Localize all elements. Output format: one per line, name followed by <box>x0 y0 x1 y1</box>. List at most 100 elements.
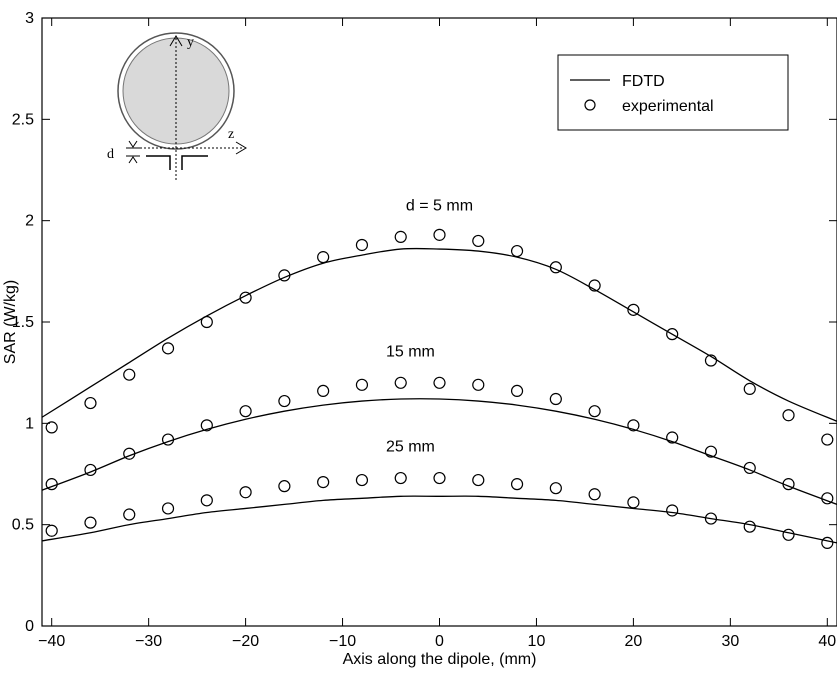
experimental-point <box>123 508 136 521</box>
experimental-point <box>317 384 330 398</box>
experimental-point <box>704 354 718 367</box>
experimental-point <box>472 473 485 487</box>
y-axis-label: SAR (W/kg) <box>2 280 19 364</box>
series-fdtd-2 <box>41 398 837 506</box>
experimental-point <box>782 528 795 541</box>
inset-distance-label: d <box>107 147 114 162</box>
x-axis-label: Axis along the dipole, (mm) <box>343 651 537 668</box>
x-tick-label: 40 <box>818 633 836 650</box>
fdtd-line <box>41 495 837 544</box>
y-tick-label: 2.5 <box>12 111 34 128</box>
legend-box <box>557 54 789 131</box>
inset-dipole-right-arm <box>181 155 208 170</box>
experimental-point <box>239 486 252 499</box>
series-experimental-5 <box>45 471 834 550</box>
experimental-point <box>549 261 562 274</box>
experimental-point <box>239 291 252 304</box>
inset-z-label: z <box>228 127 234 142</box>
experimental-point <box>84 516 97 529</box>
experimental-point <box>666 504 679 517</box>
experimental-point <box>821 536 834 550</box>
experimental-point <box>666 431 679 444</box>
experimental-point <box>627 419 640 432</box>
legend: FDTD experimental <box>557 54 789 131</box>
experimental-point <box>45 524 58 537</box>
experimental-point <box>123 447 136 460</box>
experimental-point <box>433 228 446 241</box>
series-experimental-1 <box>45 228 834 446</box>
x-tick-label: 0 <box>435 633 444 650</box>
series-fdtd-0 <box>41 247 837 422</box>
experimental-point <box>704 512 718 525</box>
inset-z-arrow-icon <box>235 141 247 155</box>
experimental-point <box>278 480 291 493</box>
inset-dipole-left-arm <box>146 155 171 170</box>
experimental-point <box>200 494 213 507</box>
experimental-point <box>704 445 718 458</box>
experimental-point <box>123 368 136 381</box>
experimental-point <box>549 482 562 495</box>
legend-label-experimental: experimental <box>622 98 714 115</box>
plot-area: −40 −30 −20 −10 0 10 20 30 40 0 0.5 1 1.5 2 2.5 3 d = 5… <box>12 10 837 650</box>
experimental-point <box>161 342 175 355</box>
experimental-point <box>355 238 369 252</box>
experimental-point <box>510 384 524 398</box>
experimental-point <box>588 405 601 418</box>
experimental-point <box>394 376 407 389</box>
experimental-point <box>510 244 524 258</box>
experimental-point <box>355 473 369 487</box>
series-experimental-3 <box>45 376 834 505</box>
experimental-point <box>161 502 175 515</box>
experimental-point <box>549 392 562 406</box>
x-tick-label: −20 <box>232 633 259 650</box>
experimental-point <box>317 251 330 264</box>
y-tick-label: 1 <box>25 415 34 432</box>
y-tick-label: 0 <box>25 618 34 635</box>
experimental-point <box>743 382 756 395</box>
experimental-point <box>472 234 485 248</box>
x-tick-label: −10 <box>329 633 356 650</box>
experimental-point <box>394 471 407 485</box>
experimental-point <box>45 478 58 491</box>
inset-outer-shell <box>117 32 235 150</box>
axis-ticks <box>42 17 837 627</box>
experimental-point <box>472 378 485 391</box>
experimental-point <box>782 478 795 491</box>
y-tick-label: 3 <box>25 10 34 27</box>
inset-distance-arrow-up-icon <box>128 156 138 164</box>
fdtd-line <box>41 247 837 422</box>
y-tick-label: 1.5 <box>12 314 34 331</box>
legend-circle-marker <box>584 99 596 111</box>
experimental-point <box>510 478 524 491</box>
y-tick-label: 0.5 <box>12 517 34 534</box>
experimental-point <box>666 328 679 341</box>
experimental-point <box>278 394 291 408</box>
curve-annotation: 15 mm <box>386 343 435 360</box>
experimental-point <box>200 419 213 432</box>
x-tick-label: 30 <box>721 633 739 650</box>
series-layer <box>41 228 837 550</box>
experimental-point <box>821 492 834 505</box>
experimental-point <box>627 303 640 316</box>
experimental-point <box>200 315 213 329</box>
x-tick-label: 20 <box>625 633 643 650</box>
experimental-point <box>239 405 252 418</box>
experimental-point <box>161 433 175 446</box>
fdtd-line <box>41 398 837 506</box>
geometry-inset-diagram: y z d <box>107 32 247 180</box>
experimental-point <box>84 463 97 477</box>
experimental-point <box>84 396 97 410</box>
experimental-point <box>743 461 756 475</box>
experimental-point <box>588 488 601 501</box>
experimental-point <box>588 279 601 292</box>
experimental-point <box>433 376 446 389</box>
experimental-point <box>317 476 330 489</box>
axis-tick-labels: −40 −30 −20 −10 0 10 20 30 40 0 0.5 1 1.5 2 2.5 3 <box>12 10 837 650</box>
x-tick-label: 10 <box>528 633 546 650</box>
legend-label-fdtd: FDTD <box>622 73 665 90</box>
x-tick-label: −40 <box>38 633 65 650</box>
experimental-point <box>627 496 640 509</box>
curve-annotation: d = 5 mm <box>406 198 473 215</box>
y-tick-label: 2 <box>25 213 34 230</box>
